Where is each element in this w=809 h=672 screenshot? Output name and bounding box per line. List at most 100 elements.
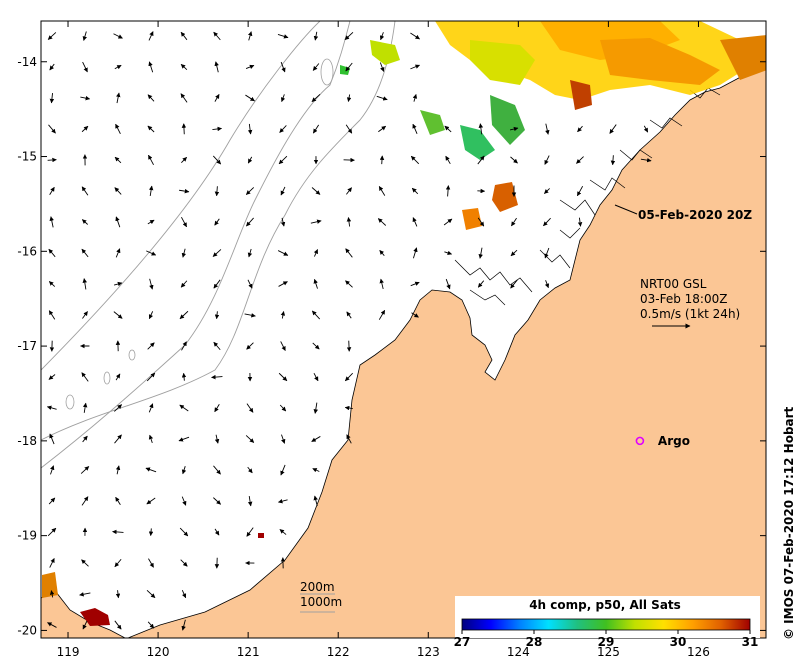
current-vector-55 <box>47 157 57 163</box>
current-vector-222 <box>180 559 188 567</box>
x-tick-label-6: 125 <box>597 645 620 659</box>
current-vector-233 <box>114 620 122 630</box>
current-vector-129 <box>213 279 221 289</box>
current-vector-8 <box>313 31 319 41</box>
current-vector-9 <box>344 32 354 40</box>
islands <box>65 58 334 410</box>
current-vector-3 <box>148 31 154 41</box>
current-vector-135 <box>410 281 420 287</box>
current-vector-72 <box>610 155 616 166</box>
current-vector-69 <box>510 156 518 164</box>
current-vector-106 <box>543 217 551 227</box>
current-vector-104 <box>477 217 485 227</box>
x-tick-label-2: 121 <box>237 645 260 659</box>
current-vector-184 <box>114 434 122 444</box>
current-vector-111 <box>146 250 157 256</box>
current-vector-216 <box>246 527 254 537</box>
current-vector-181 <box>344 405 353 411</box>
current-vector-6 <box>247 31 253 41</box>
current-vector-214 <box>179 527 189 537</box>
current-vector-147 <box>280 311 286 319</box>
argo-dot <box>635 436 645 446</box>
current-vector-176 <box>179 404 189 412</box>
x-tick-label-4: 123 <box>417 645 440 659</box>
current-vector-13 <box>82 61 88 73</box>
current-vector-20 <box>312 63 320 71</box>
argo-marker: Argo <box>635 434 690 448</box>
depth-legend-1000m: 1000m <box>300 595 342 609</box>
current-vector-16 <box>180 64 188 70</box>
current-vector-82 <box>311 187 321 195</box>
current-vector-226 <box>49 590 55 598</box>
y-tick-label-6: -20 <box>17 623 37 637</box>
current-vector-24 <box>49 93 55 104</box>
current-vector-158 <box>246 342 254 350</box>
current-vector-234 <box>147 621 155 629</box>
current-vector-73 <box>640 157 652 163</box>
current-vector-151 <box>411 312 419 318</box>
current-vector-5 <box>213 31 221 41</box>
current-vector-159 <box>280 341 286 351</box>
current-vector-137 <box>477 280 485 288</box>
current-vector-165 <box>146 372 156 382</box>
current-vector-29 <box>214 93 220 102</box>
current-vector-79 <box>214 186 220 197</box>
colorbar: 4h comp, p50, All Sats 27 28 29 30 31 <box>454 596 760 649</box>
current-vector-78 <box>179 188 190 194</box>
current-vector-133 <box>345 280 353 288</box>
current-vector-140 <box>48 310 56 320</box>
current-vector-108 <box>48 248 56 258</box>
sst-patches <box>42 21 766 626</box>
current-vector-35 <box>412 93 418 102</box>
current-vector-203 <box>115 496 121 506</box>
y-tick-label-5: -19 <box>17 529 37 543</box>
current-vector-95 <box>181 216 187 228</box>
current-vector-18 <box>245 64 255 70</box>
current-vector-99 <box>310 219 322 224</box>
current-vector-26 <box>116 92 121 104</box>
current-vector-139 <box>544 280 550 289</box>
current-vector-186 <box>178 436 190 442</box>
current-vector-60 <box>212 155 222 165</box>
current-vector-54 <box>643 125 649 133</box>
current-vector-58 <box>148 154 154 166</box>
current-vector-113 <box>212 249 222 257</box>
current-vector-119 <box>412 247 418 259</box>
current-vector-33 <box>346 94 352 102</box>
x-tick-label-0: 119 <box>57 645 80 659</box>
current-vector-189 <box>281 434 286 444</box>
current-vector-101 <box>377 218 387 226</box>
current-vector-67 <box>445 155 451 165</box>
current-vector-76 <box>114 187 122 195</box>
current-vector-145 <box>214 311 220 320</box>
current-vector-49 <box>478 123 484 135</box>
y-axis: -14 -15 -16 -17 -18 -19 -20 <box>17 55 766 637</box>
current-vector-166 <box>181 372 187 381</box>
current-vector-34 <box>376 95 388 101</box>
current-vector-217 <box>279 529 287 535</box>
current-vector-190 <box>311 436 321 442</box>
current-vector-107 <box>577 217 583 227</box>
current-vector-116 <box>313 249 318 257</box>
current-vector-83 <box>346 187 352 195</box>
current-vector-96 <box>214 218 220 226</box>
current-vector-171 <box>344 372 354 382</box>
current-vector-98 <box>280 217 286 227</box>
colorbar-tick-label-1: 28 <box>526 635 543 649</box>
current-vector-209 <box>313 495 318 507</box>
current-vector-97 <box>246 217 254 227</box>
current-vector-22 <box>379 62 385 72</box>
current-vector-136 <box>445 278 451 290</box>
current-vector-74 <box>49 186 55 195</box>
current-vector-118 <box>379 249 385 256</box>
current-vector-36 <box>48 124 56 134</box>
current-vector-123 <box>544 247 550 259</box>
current-vector-160 <box>312 342 320 350</box>
timestamp-pointer <box>614 204 638 215</box>
current-vector-174 <box>114 404 123 412</box>
current-vector-134 <box>379 278 384 290</box>
current-vector-229 <box>146 589 156 599</box>
timestamp-label: 05-Feb-2020 20Z <box>638 208 752 222</box>
current-vector-195 <box>145 467 157 473</box>
colorbar-tick-label-0: 27 <box>454 635 471 649</box>
